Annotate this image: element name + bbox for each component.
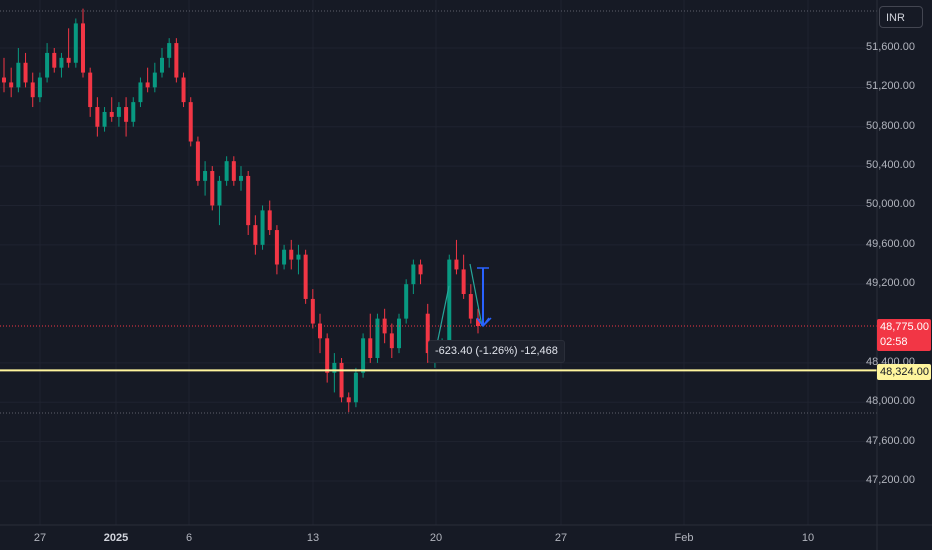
last-price-badge: 48,775.00 02:58	[877, 319, 931, 351]
time-tick-label: 13	[306, 532, 320, 544]
candle-body	[418, 264, 423, 275]
time-tick-label: 10	[801, 532, 815, 544]
candle-body	[138, 82, 143, 103]
candle-body	[59, 57, 64, 68]
time-tick-label: 27	[554, 532, 568, 544]
candle-body	[332, 362, 337, 373]
candle-body	[461, 269, 466, 295]
candle-body	[239, 175, 243, 181]
candle-body	[195, 141, 200, 181]
candle-body	[282, 249, 287, 265]
candle-body	[188, 102, 193, 142]
candle-body	[389, 333, 394, 349]
candle-body	[425, 313, 430, 354]
candle-body	[361, 338, 366, 373]
countdown-timer: 02:58	[880, 336, 908, 348]
candle-body	[267, 210, 272, 231]
candle-body	[468, 294, 473, 319]
candle-body	[66, 57, 71, 63]
price-tick-label: 47,600.00	[866, 434, 915, 447]
candle-body	[325, 338, 330, 373]
candle-body	[124, 107, 129, 122]
candle-body	[476, 318, 480, 327]
candle-body	[375, 318, 380, 358]
candle-body	[411, 264, 416, 285]
candle-body	[167, 43, 172, 58]
time-tick-label: Feb	[674, 532, 694, 544]
candle-body	[109, 111, 114, 117]
price-tick-label: 50,800.00	[866, 119, 915, 132]
price-tick-label: 49,200.00	[866, 277, 915, 290]
candle-body	[52, 52, 57, 68]
candle-body	[37, 77, 42, 98]
candle-body	[346, 397, 351, 403]
price-tick-label: 50,400.00	[866, 159, 915, 172]
candle-body	[30, 82, 35, 98]
price-tick-label: 49,600.00	[866, 237, 915, 250]
candle-body	[318, 323, 322, 339]
time-tick-label: 20	[429, 532, 443, 544]
candle-body	[160, 57, 164, 73]
currency-label[interactable]: INR	[879, 6, 923, 28]
candle-body	[224, 161, 229, 181]
candle-body	[339, 362, 344, 398]
trend-line-drawing	[435, 263, 483, 350]
candle-body	[289, 249, 294, 260]
time-tick-label: 27	[33, 532, 47, 544]
candle-body	[253, 225, 258, 245]
measure-arrow	[476, 267, 492, 328]
candle-body	[246, 175, 251, 226]
candle-body	[274, 230, 279, 265]
candle-body	[102, 111, 107, 127]
candle-body	[73, 23, 78, 63]
candle-body	[174, 43, 179, 78]
candle-body	[81, 23, 85, 73]
candle-body	[397, 318, 401, 349]
candle-body	[2, 77, 6, 83]
trend-line	[469, 263, 483, 327]
candle-body	[454, 259, 459, 270]
candle-body	[152, 72, 157, 88]
candle-body	[353, 372, 358, 403]
candle-body	[181, 77, 186, 103]
price-range-measure-label: -623.40 (-1.26%) -12,468	[428, 340, 565, 363]
grid-lines	[0, 0, 877, 525]
candle-body	[310, 298, 315, 324]
candle-body	[131, 102, 136, 122]
price-tick-label: 48,000.00	[866, 395, 915, 408]
candle-body	[217, 180, 222, 206]
candles	[2, 8, 480, 413]
candle-body	[447, 259, 452, 344]
candle-body	[303, 254, 308, 299]
candle-body	[9, 82, 14, 88]
candle-body	[260, 210, 265, 245]
candle-body	[23, 62, 28, 83]
last-price-value: 48,775.00	[880, 321, 929, 333]
candle-body	[296, 254, 301, 260]
candle-body	[45, 52, 50, 78]
candle-body	[231, 161, 236, 181]
price-tick-label: 51,600.00	[866, 41, 915, 53]
candle-body	[88, 72, 93, 108]
trend-line	[435, 285, 450, 350]
candle-body	[95, 107, 100, 127]
price-tick-label: 51,200.00	[866, 80, 915, 93]
candle-body	[210, 171, 215, 206]
time-tick-label: 2025	[103, 532, 129, 544]
horizontal-level-badge: 48,324.00	[877, 364, 931, 380]
candle-body	[368, 338, 373, 358]
candle-body	[203, 171, 208, 181]
candle-body	[16, 62, 21, 88]
candle-body	[404, 284, 409, 319]
measure-arrow-tail	[482, 317, 492, 327]
time-tick-label: 6	[185, 532, 193, 544]
price-tick-label: 50,000.00	[866, 198, 915, 211]
candle-body	[116, 107, 121, 117]
price-tick-label: 47,200.00	[866, 474, 915, 486]
candle-body	[145, 82, 150, 88]
